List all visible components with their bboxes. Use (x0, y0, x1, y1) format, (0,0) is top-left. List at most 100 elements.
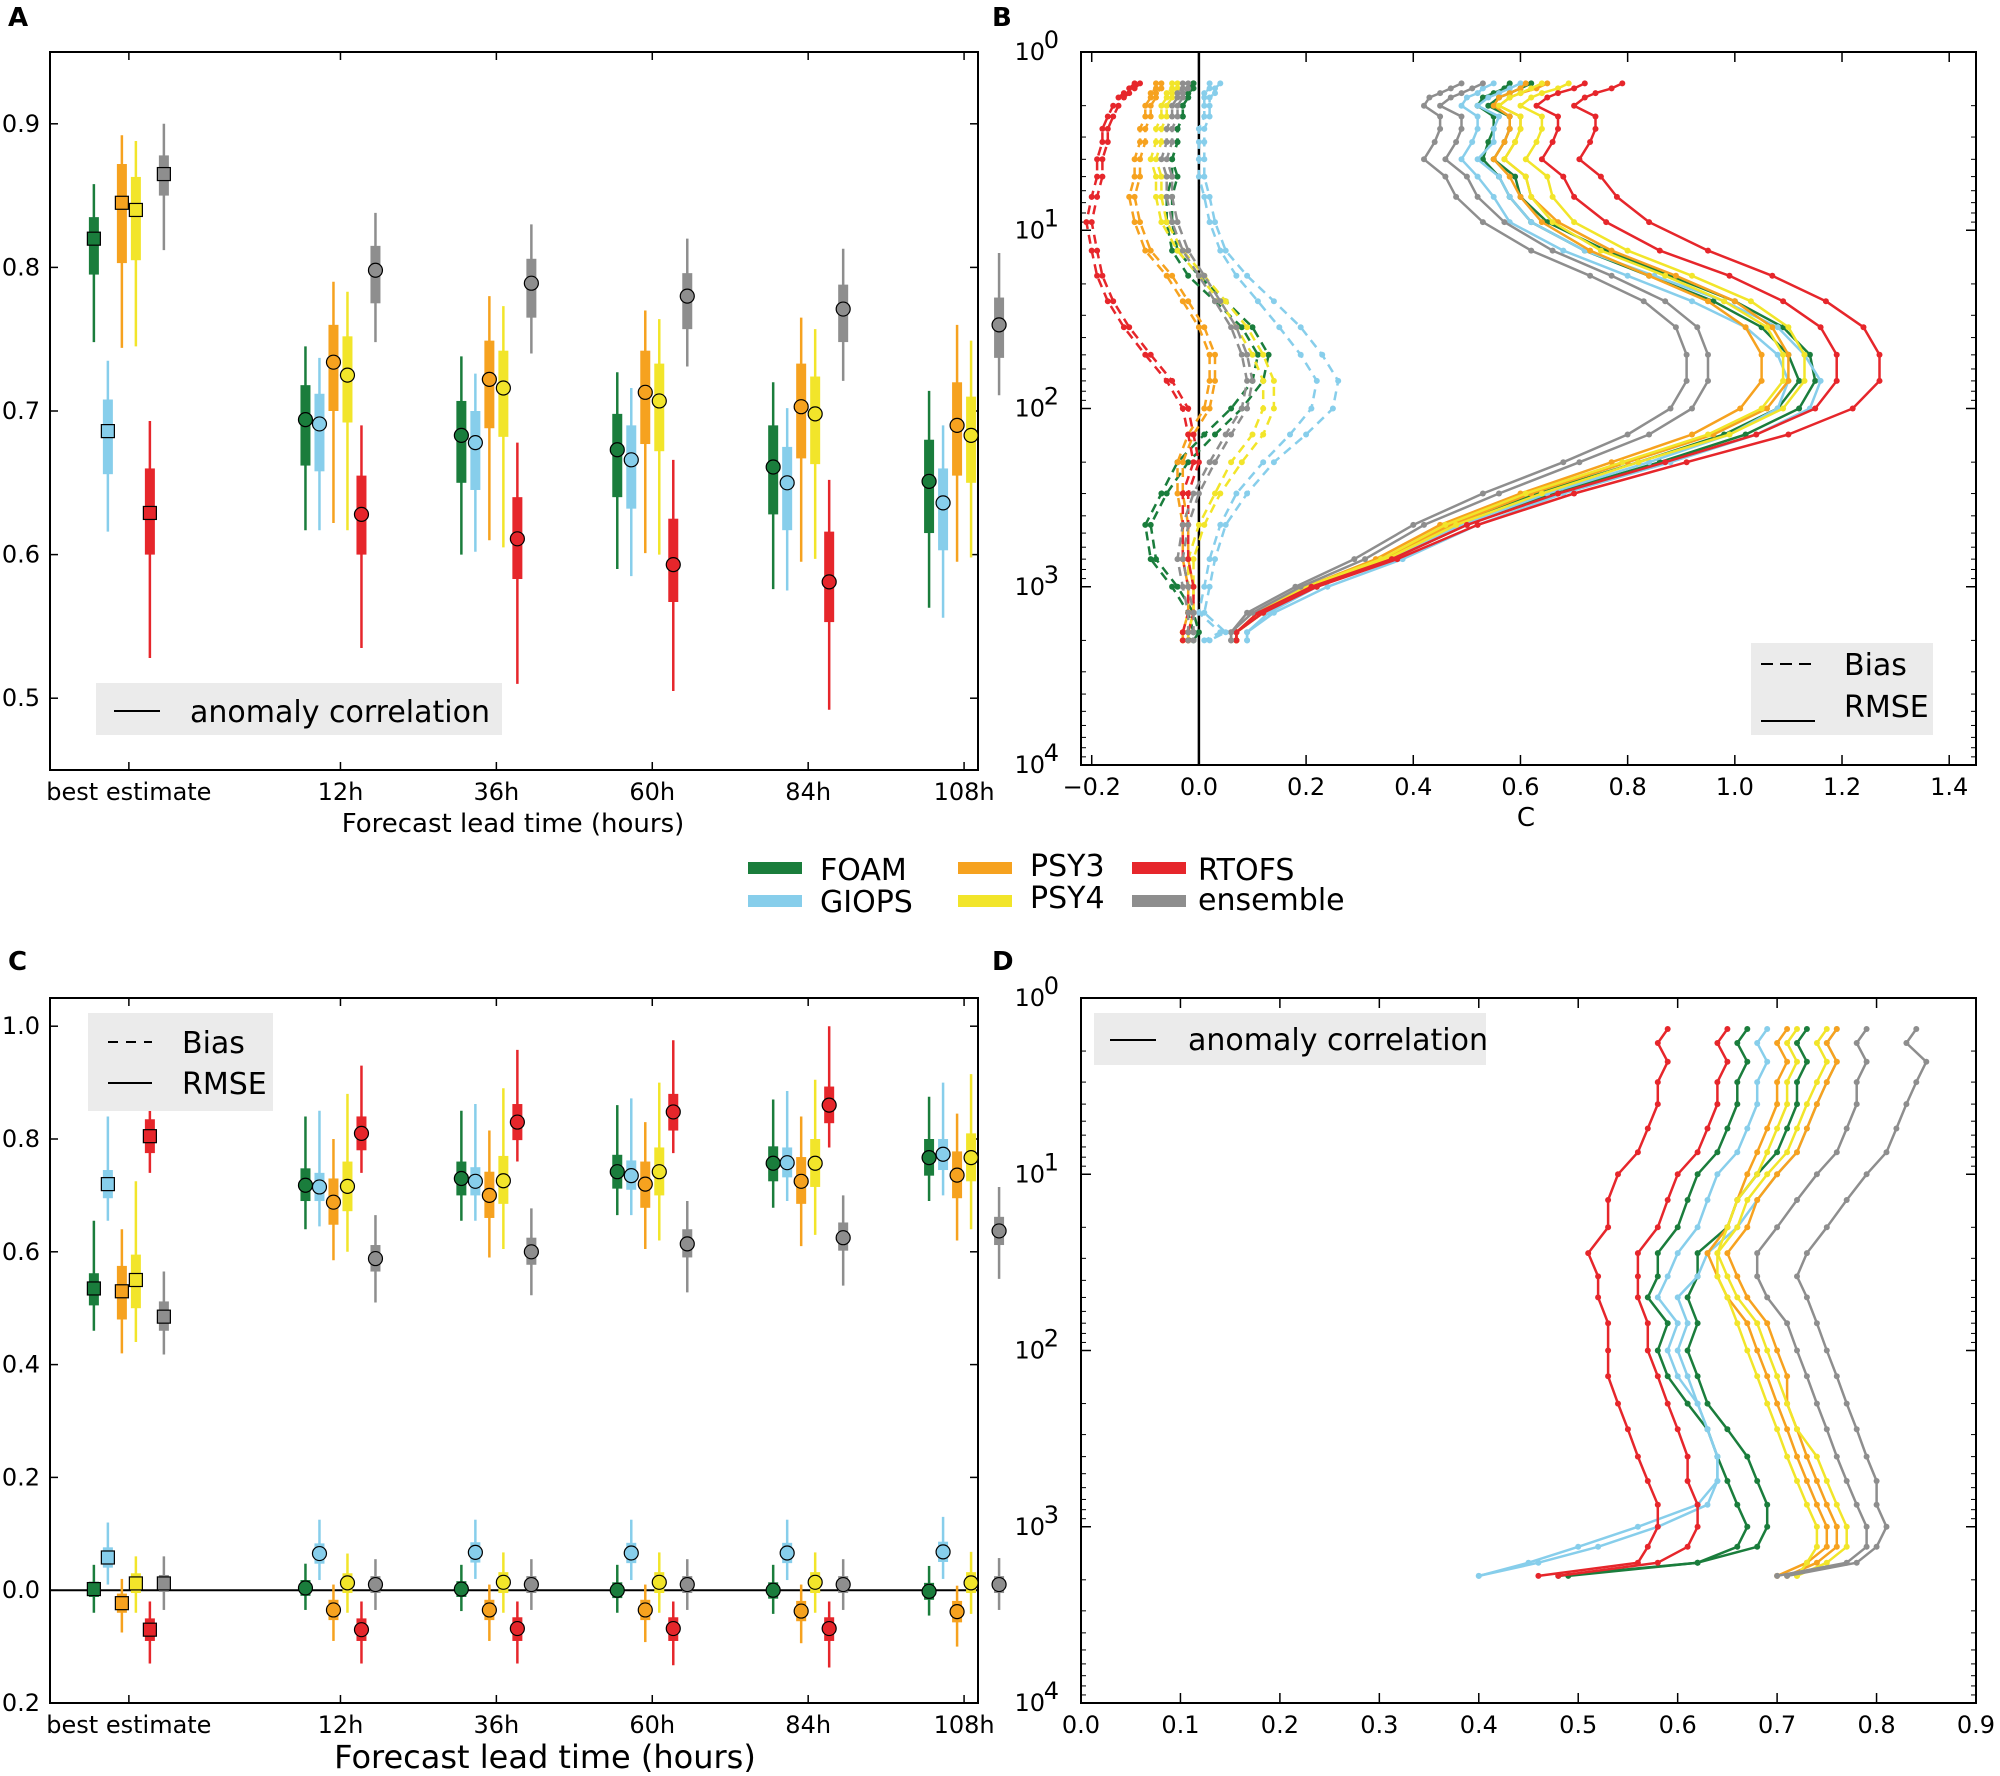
panel-b-point (1260, 405, 1267, 412)
panel-c-point (495, 1574, 511, 1590)
panel-d-point (1853, 1040, 1860, 1046)
panel-b-point (1624, 431, 1631, 438)
panel-b-point (1169, 80, 1176, 87)
panel-b-point (1297, 351, 1304, 358)
panel-a-mark-psy4-5 (963, 340, 979, 558)
panel-d-point (1525, 1559, 1532, 1566)
panel-d-point (1823, 1478, 1830, 1484)
panel-b-point (1201, 156, 1208, 163)
panel-b-point (1533, 102, 1540, 109)
panel-a-point (467, 434, 483, 451)
panel-b-point (1142, 102, 1149, 109)
panel-b-point (1201, 272, 1208, 279)
panel-c-point (311, 1545, 328, 1562)
panel-d-point (1784, 1040, 1791, 1046)
panel-b-point (1608, 459, 1615, 466)
panel-c-xtick-label: 36h (473, 1711, 519, 1739)
panel-b-point (1244, 324, 1251, 331)
panel-d-point (1813, 1453, 1820, 1460)
panel-a-mark-giops-3 (623, 388, 639, 577)
panel-b-point (1538, 80, 1545, 87)
panel-a-mark-foam-5 (921, 390, 937, 608)
panel-c-mark-foam-bias-2 (453, 1564, 469, 1612)
panel-b-point (1206, 351, 1213, 358)
panel-b-point (1185, 490, 1192, 497)
panel-b-point (1785, 351, 1792, 358)
panel-b-point (1764, 324, 1770, 331)
panel-b-point (1833, 377, 1840, 384)
panel-d-point (1575, 1543, 1582, 1550)
panel-b-point (1742, 324, 1749, 331)
panel-b-point (1131, 173, 1138, 180)
panel-b-point (1549, 219, 1556, 226)
panel-b-ytick-exponent: 3 (1044, 561, 1059, 589)
panel-a-mark-ensemble-3 (679, 238, 695, 367)
panel-b-point (1153, 85, 1159, 92)
panel-d-point (1774, 1149, 1781, 1156)
panel-a-point (623, 452, 639, 468)
panel-d-point (1843, 1543, 1850, 1550)
panel-d-point (1744, 1026, 1751, 1032)
panel-d-point (1644, 1320, 1651, 1327)
panel-b-point (1528, 94, 1535, 101)
panel-a-plot-frame (49, 51, 979, 771)
panel-b-point (1528, 219, 1535, 226)
panel-c-mark-giops-rmse-0 (100, 1116, 115, 1221)
panel-b-point (1190, 556, 1197, 563)
panel-c-mark-foam-bias-3 (609, 1564, 625, 1613)
panel-a-mark-psy4-0 (128, 141, 143, 347)
panel-b-point (1587, 272, 1594, 279)
panel-b-point (1249, 377, 1256, 384)
panel-b-point (1147, 521, 1154, 528)
panel-c-legend-rmse: RMSE (182, 1067, 267, 1102)
panel-c-point (453, 1581, 469, 1597)
panel-b-point (1201, 139, 1208, 145)
panel-b-point (1683, 459, 1690, 466)
panel-c-mark-ensemble-bias-1 (367, 1559, 384, 1610)
panel-d-xtick-label: 0.6 (1659, 1711, 1697, 1739)
panel-c-point (793, 1173, 809, 1189)
panel-b-point (1490, 125, 1497, 132)
panel-b-point (1185, 298, 1192, 305)
panel-a-iqr-bar (130, 176, 141, 261)
panel-b-point (1260, 459, 1267, 466)
panel-d-point (1664, 1347, 1671, 1354)
panel-b-point (1222, 521, 1229, 528)
panel-d-point (1744, 1294, 1751, 1301)
panel-d-point (1694, 1320, 1701, 1327)
panel-c-point (495, 1173, 511, 1189)
panel-b-point (1185, 629, 1192, 636)
panel-d-point (1803, 1026, 1810, 1032)
panel-b-point (1571, 219, 1578, 226)
panel-d-point (1754, 1040, 1761, 1046)
panel-a-point (495, 380, 511, 396)
panel-d-point (1724, 1426, 1731, 1433)
panel-d-point (1843, 1125, 1850, 1132)
panel-c-mark-giops-bias-4 (779, 1519, 795, 1581)
panel-b-line (1197, 83, 1319, 642)
panel-d-point (1803, 1125, 1810, 1132)
panel-b-ytick-label: 10 (1014, 38, 1045, 66)
panel-b-point (1185, 459, 1192, 466)
panel-b-point (1656, 247, 1663, 254)
panel-d-point (1774, 1572, 1781, 1579)
panel-b-ytick-exponent: 4 (1044, 739, 1059, 767)
panel-d-line (1538, 1028, 1669, 1578)
panel-d-series-ensemble-solid (1754, 1026, 1870, 1579)
panel-d-point (1853, 1101, 1860, 1108)
panel-d-point (1803, 1294, 1810, 1301)
panel-d-point (1903, 1040, 1910, 1046)
panel-b-point (1662, 459, 1669, 466)
panel-b-point (1142, 125, 1149, 132)
panel-d-point (1684, 1320, 1691, 1327)
panel-b-line (1235, 82, 1763, 641)
panel-b-point (1254, 351, 1261, 358)
panel-c-point (297, 1177, 314, 1193)
panel-c-point (100, 1177, 115, 1192)
panel-b-point (1421, 156, 1427, 163)
panel-d-ytick-exponent: 2 (1044, 1325, 1059, 1353)
panel-d-point (1674, 1224, 1681, 1231)
panel-b-point (1447, 85, 1454, 92)
panel-d-point (1704, 1197, 1711, 1203)
panel-c-point (623, 1545, 639, 1561)
